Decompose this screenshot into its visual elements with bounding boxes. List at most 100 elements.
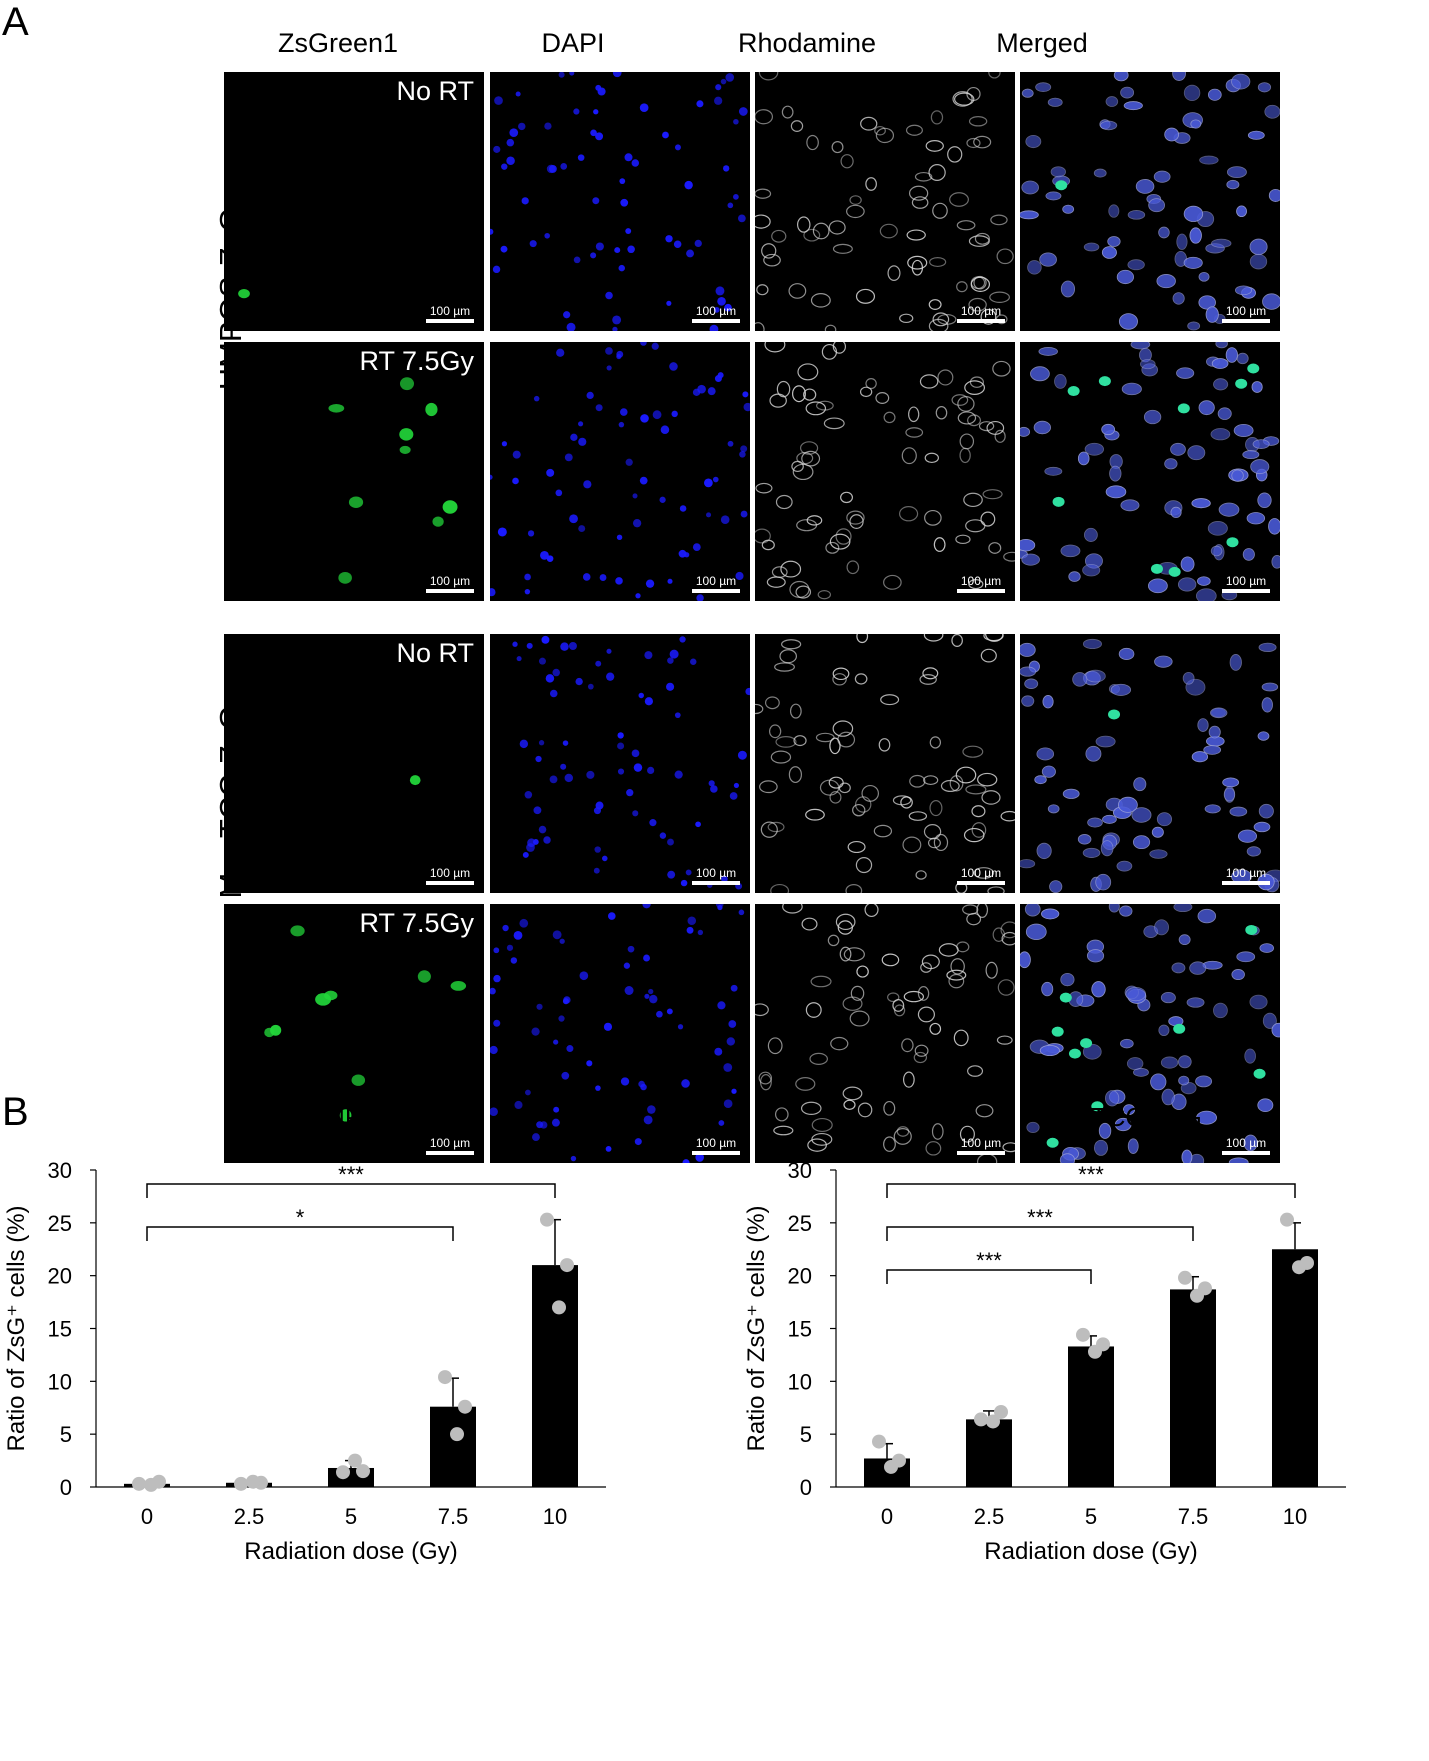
scale-bar-line bbox=[692, 589, 740, 593]
scale-bar: 100 µm bbox=[1222, 574, 1270, 593]
data-point bbox=[1292, 1260, 1306, 1275]
data-point bbox=[438, 1370, 452, 1385]
data-point bbox=[872, 1434, 886, 1449]
scale-bar: 100 µm bbox=[692, 304, 740, 323]
scale-bar-line bbox=[957, 589, 1005, 593]
scale-bar-line bbox=[1222, 319, 1270, 323]
scale-bar-line bbox=[1222, 589, 1270, 593]
y-tick-label: 15 bbox=[48, 1317, 72, 1342]
cell-texture bbox=[755, 342, 1015, 600]
bar bbox=[1068, 1346, 1114, 1487]
data-point bbox=[234, 1476, 248, 1491]
scale-bar: 100 µm bbox=[692, 1136, 740, 1155]
significance-bracket bbox=[886, 1183, 1296, 1198]
micrograph-zsgreen1-hmpos-zsg-no-rt: No RT 100 µm bbox=[224, 72, 484, 331]
condition-label: RT 7.5Gy bbox=[359, 346, 474, 376]
scale-bar-line bbox=[426, 881, 474, 885]
significance-label: *** bbox=[1078, 1162, 1104, 1187]
scale-bar-label: 100 µm bbox=[429, 574, 471, 588]
scale-bar-label: 100 µm bbox=[1225, 866, 1267, 880]
condition-label: No RT bbox=[396, 638, 474, 668]
scale-bar-label: 100 µm bbox=[1225, 574, 1267, 588]
bar bbox=[1272, 1249, 1318, 1487]
y-tick-label: 20 bbox=[48, 1264, 72, 1289]
scale-bar-label: 100 µm bbox=[695, 866, 737, 880]
chart-svg: MegTCC-ZsG 0 5 10 15 20 25 30 Ratio of ZsG⁺ cell… bbox=[743, 1102, 1346, 1565]
micrograph-zsgreen1-megtcc-zsg-rt-7-5gy: RT 7.5Gy 100 µm bbox=[224, 904, 484, 1163]
y-tick-label: 0 bbox=[60, 1475, 72, 1500]
cell-texture bbox=[1020, 904, 1280, 1163]
cell-texture bbox=[755, 904, 1015, 1163]
cell-texture bbox=[238, 289, 250, 299]
significance-label: *** bbox=[338, 1162, 364, 1187]
bar bbox=[532, 1265, 578, 1487]
scale-bar: 100 µm bbox=[957, 574, 1005, 593]
y-axis-label: Ratio of ZsG⁺ cells (%) bbox=[3, 1205, 30, 1451]
scale-bar: 100 µm bbox=[426, 574, 474, 593]
scale-bar: 100 µm bbox=[692, 866, 740, 885]
cell-texture bbox=[490, 342, 750, 601]
bar bbox=[430, 1406, 476, 1487]
scale-bar-label: 100 µm bbox=[695, 574, 737, 588]
data-point bbox=[974, 1412, 988, 1427]
y-tick-label: 30 bbox=[48, 1158, 72, 1183]
bar-chart-megtcc: MegTCC-ZsG 0 5 10 15 20 25 30 Ratio of ZsG⁺ cell… bbox=[740, 1100, 1420, 1756]
cell-texture bbox=[512, 635, 750, 890]
y-tick-label: 15 bbox=[788, 1317, 812, 1342]
x-tick-label: 0 bbox=[881, 1504, 893, 1529]
scale-bar: 100 µm bbox=[426, 304, 474, 323]
data-point bbox=[552, 1300, 566, 1315]
scale-bar: 100 µm bbox=[957, 304, 1005, 323]
scale-bar-line bbox=[692, 319, 740, 323]
cell-texture bbox=[1020, 72, 1280, 331]
scale-bar-label: 100 µm bbox=[695, 1136, 737, 1150]
scale-bar: 100 µm bbox=[692, 574, 740, 593]
scale-bar-label: 100 µm bbox=[429, 304, 471, 318]
scale-bar-label: 100 µm bbox=[1225, 1136, 1267, 1150]
micrograph-merged-hmpos-zsg-no-rt: 100 µm bbox=[1020, 72, 1280, 331]
cell-texture bbox=[490, 904, 745, 1163]
micrograph-dapi-megtcc-zsg-no-rt: 100 µm bbox=[490, 634, 750, 893]
significance-bracket bbox=[886, 1226, 1194, 1241]
scale-bar: 100 µm bbox=[1222, 1136, 1270, 1155]
cell-texture bbox=[755, 634, 1015, 893]
data-point bbox=[336, 1465, 350, 1480]
significance-bracket bbox=[146, 1226, 454, 1241]
micrograph-rhodamine-megtcc-zsg-rt-7-5gy: 100 µm bbox=[755, 904, 1015, 1163]
chart-title: MegTCC-ZsG bbox=[1040, 1102, 1202, 1132]
x-tick-label: 10 bbox=[543, 1504, 567, 1529]
scale-bar-label: 100 µm bbox=[1225, 304, 1267, 318]
scale-bar: 100 µm bbox=[1222, 304, 1270, 323]
y-tick-label: 25 bbox=[788, 1211, 812, 1236]
y-tick-label: 0 bbox=[800, 1475, 812, 1500]
panel-a-letter: A bbox=[2, 0, 29, 44]
data-point bbox=[1190, 1288, 1204, 1303]
data-point bbox=[144, 1477, 158, 1492]
x-tick-label: 2.5 bbox=[234, 1504, 265, 1529]
micrograph-dapi-hmpos-zsg-rt-7-5gy: 100 µm bbox=[490, 342, 750, 601]
scale-bar-line bbox=[957, 319, 1005, 323]
data-point bbox=[348, 1453, 362, 1468]
micrograph-rhodamine-hmpos-zsg-rt-7-5gy: 100 µm bbox=[755, 342, 1015, 601]
scale-bar-line bbox=[692, 1151, 740, 1155]
significance-bracket bbox=[146, 1183, 556, 1198]
y-tick-label: 5 bbox=[800, 1422, 812, 1447]
significance-bracket bbox=[886, 1269, 1092, 1284]
bar bbox=[966, 1419, 1012, 1487]
data-point bbox=[132, 1476, 146, 1491]
y-axis-label: Ratio of ZsG⁺ cells (%) bbox=[743, 1205, 770, 1451]
column-header-dapi: DAPI bbox=[541, 28, 605, 58]
data-point bbox=[450, 1427, 464, 1442]
cell-texture bbox=[264, 925, 467, 1122]
scale-bar-line bbox=[957, 881, 1005, 885]
scale-bar-label: 100 µm bbox=[429, 1136, 471, 1150]
scale-bar: 100 µm bbox=[957, 866, 1005, 885]
data-point bbox=[356, 1464, 370, 1479]
x-tick-label: 7.5 bbox=[438, 1504, 469, 1529]
micrograph-dapi-hmpos-zsg-no-rt: 100 µm bbox=[490, 72, 750, 331]
scale-bar: 100 µm bbox=[1222, 866, 1270, 885]
scale-bar-label: 100 µm bbox=[695, 304, 737, 318]
scale-bar: 100 µm bbox=[957, 1136, 1005, 1155]
scale-bar-line bbox=[426, 1151, 474, 1155]
data-point bbox=[1280, 1212, 1294, 1227]
